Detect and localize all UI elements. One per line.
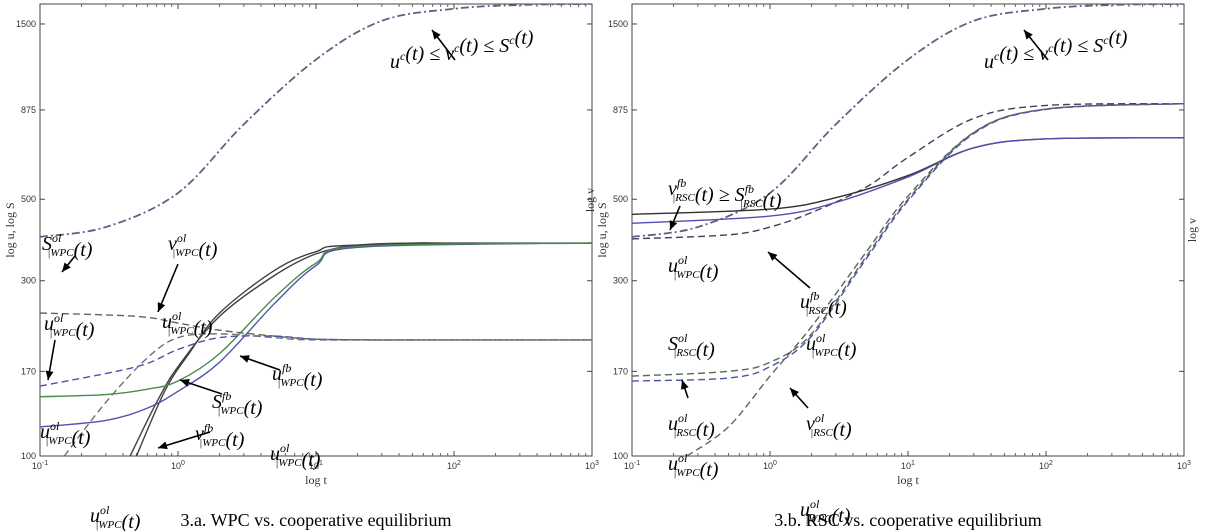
x-tick-label: 103: [1177, 460, 1191, 471]
annotation-10: uol |WPC(t): [90, 503, 141, 531]
y-axis-label-right: log v: [1185, 218, 1199, 242]
annotation-6: uol |RSC(t): [668, 411, 715, 441]
annotation-arrow-1: [61, 255, 76, 273]
annotation-7: uol |WPC(t): [40, 419, 91, 449]
plot-frame: [39, 3, 593, 457]
annotation-8: uol |WPC(t): [668, 451, 719, 481]
series-line-0: [40, 4, 592, 238]
x-tick-label: 10-1: [624, 460, 640, 471]
y-tick-label: 500: [613, 194, 628, 204]
series-line-3: [40, 242, 592, 428]
y-axis-label: log u, log S: [3, 202, 17, 257]
y-tick-label: 300: [613, 276, 628, 286]
annotation-arrow-5: [239, 355, 281, 371]
annotation-arrow-8: [157, 431, 211, 450]
y-tick-label: 500: [21, 194, 36, 204]
series-line-7: [63, 333, 592, 456]
annotation-8: vfb |WPC(t): [195, 421, 245, 451]
y-tick-label: 875: [613, 105, 628, 115]
y-tick-label: 1500: [16, 19, 36, 29]
y-tick-label: 300: [21, 276, 36, 286]
y-tick-label: 170: [613, 366, 628, 376]
figure-caption: 3.a. WPC vs. cooperative equilibrium: [180, 510, 451, 530]
annotation-4: Sol |RSC(t): [668, 331, 715, 361]
annotation-arrow-0: [1023, 29, 1049, 61]
x-tick-label: 103: [585, 460, 599, 471]
x-axis-label: log t: [897, 473, 919, 487]
annotation-arrow-6: [179, 379, 223, 395]
annotation-arrow-0: [431, 29, 456, 61]
x-tick-label: 100: [763, 460, 777, 471]
figure-caption: 3.b. RSC vs. cooperative equilibrium: [774, 510, 1041, 530]
annotation-1: vfb |RSC(t) ≥ Sfb |RSC(t): [668, 176, 782, 212]
y-axis-label-secondary: log v: [583, 188, 597, 212]
annotation-0: uc(t) ≤ vc(t) ≤ Sc(t): [984, 27, 1128, 73]
series-line-5: [632, 103, 1184, 382]
y-tick-label: 100: [21, 451, 36, 461]
y-tick-label: 1500: [608, 19, 628, 29]
x-tick-label: 101: [901, 460, 915, 471]
annotation-arrow-6: [681, 379, 689, 399]
annotation-1: Sol |WPC(t): [42, 231, 93, 261]
series-line-1: [632, 103, 1184, 240]
annotation-arrow-7: [789, 387, 809, 409]
annotation-arrow-1: [669, 205, 681, 231]
annotation-3: ufb |RSC(t): [800, 289, 847, 319]
x-tick-label: 100: [171, 460, 185, 471]
annotation-6: Sfb |WPC(t): [212, 389, 263, 419]
annotation-arrow-2: [157, 263, 179, 313]
series-line-3: [632, 137, 1184, 224]
x-tick-label: 10-1: [32, 460, 48, 471]
annotation-9: uol |WPC(t): [270, 441, 321, 471]
x-tick-label: 101: [309, 460, 323, 471]
x-tick-label: 102: [1039, 460, 1053, 471]
annotation-2: uol |WPC(t): [668, 253, 719, 283]
annotation-5: ufb |WPC(t): [272, 361, 323, 391]
series-line-1: [129, 242, 592, 456]
y-tick-label: 875: [21, 105, 36, 115]
annotation-0: uc(t) ≤ vc(t) ≤ Sc(t): [390, 27, 534, 73]
annotation-2: vol |WPC(t): [168, 231, 218, 261]
annotation-5: uol |WPC(t): [806, 331, 857, 361]
x-tick-label: 102: [447, 460, 461, 471]
series-line-4: [40, 242, 592, 398]
annotation-arrow-3: [767, 251, 811, 289]
annotation-3: uol |WPC(t): [44, 311, 95, 341]
y-axis-label: log u, log S: [595, 202, 609, 257]
y-tick-label: 100: [613, 451, 628, 461]
annotation-4: uol |WPC(t): [162, 309, 213, 339]
x-axis-label: log t: [305, 473, 327, 487]
y-tick-label: 170: [21, 366, 36, 376]
annotation-7: vol |RSC(t): [806, 411, 852, 441]
series-line-6: [686, 103, 1184, 456]
plot-frame: [631, 3, 1185, 457]
annotation-9: uol |WPC(t): [800, 497, 851, 527]
annotation-arrow-3: [45, 339, 56, 381]
